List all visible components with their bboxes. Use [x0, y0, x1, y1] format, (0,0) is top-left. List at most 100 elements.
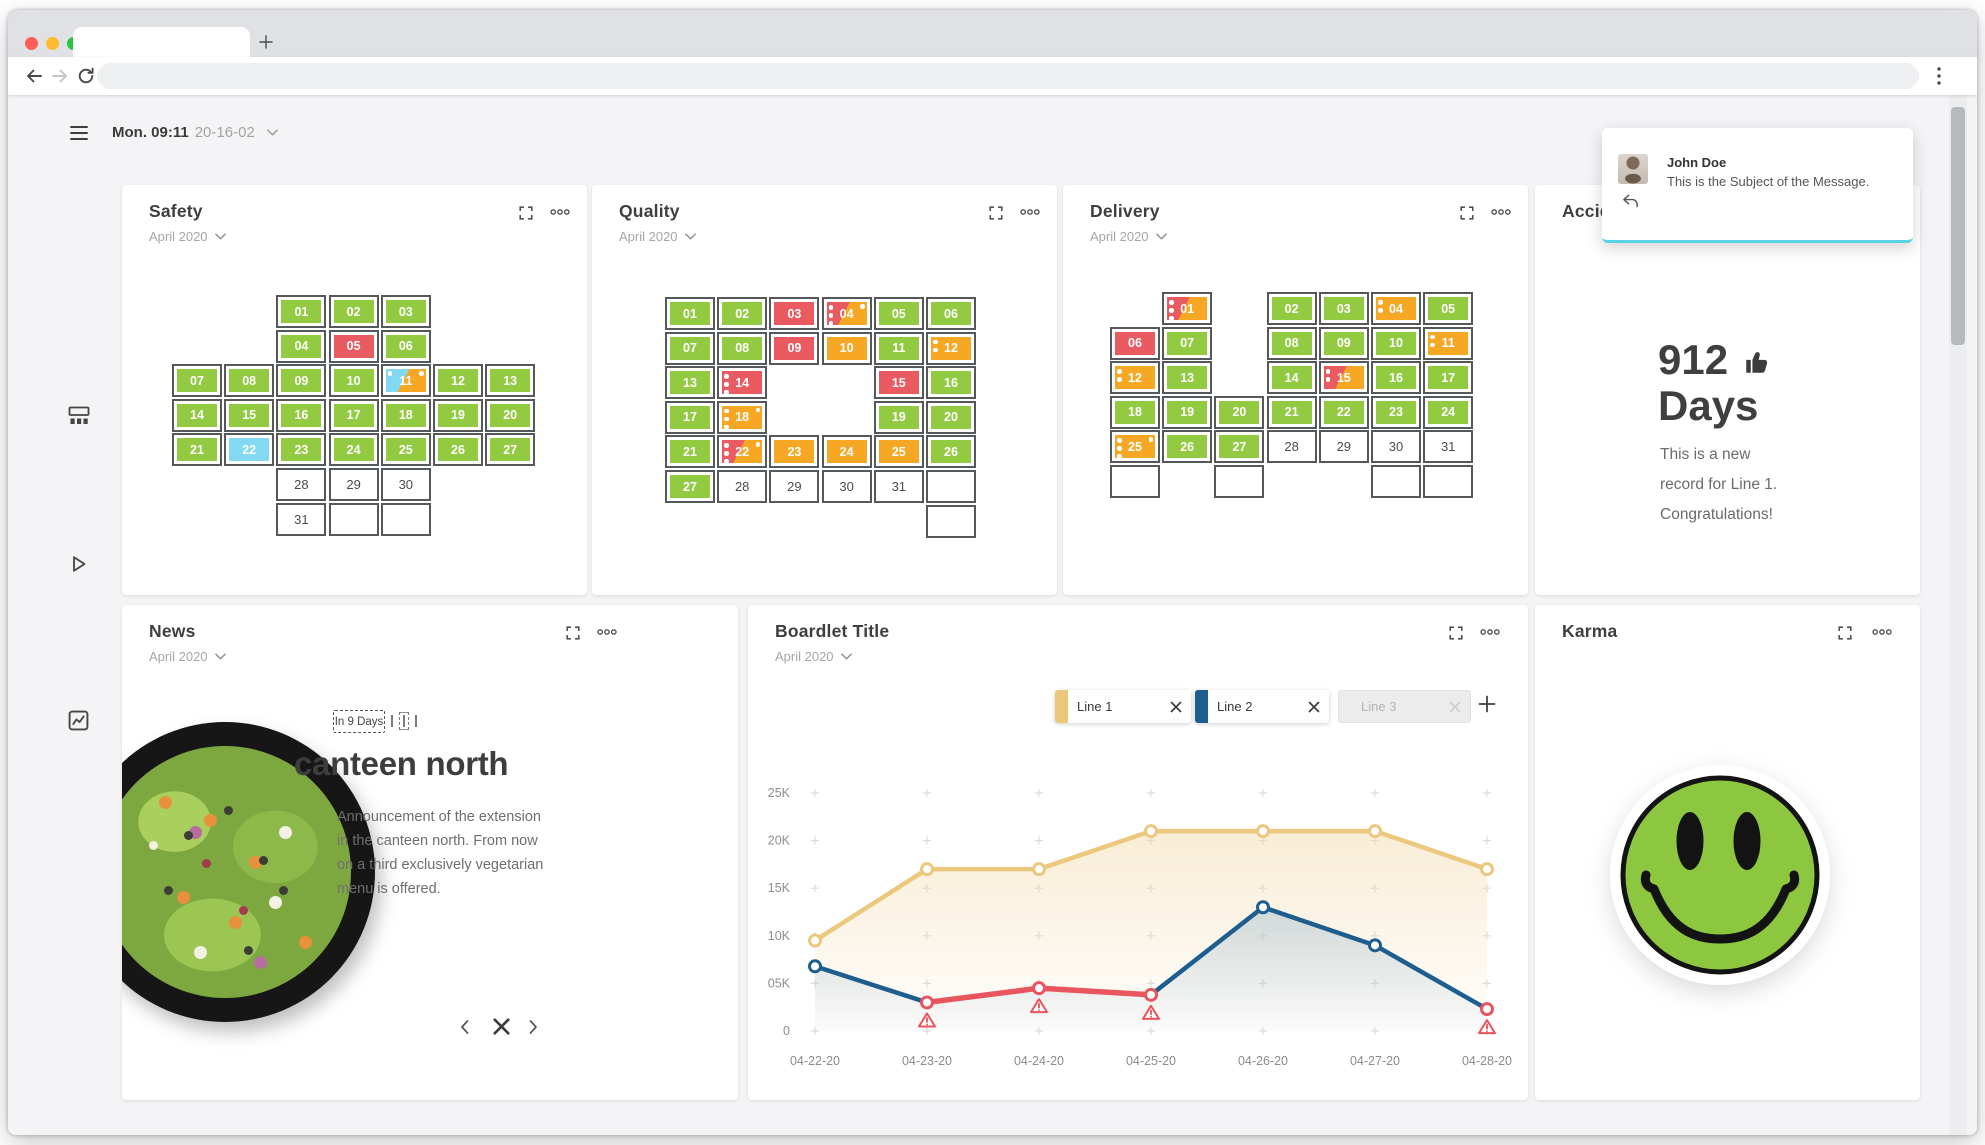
calendar-day-26[interactable]: 26	[1162, 430, 1213, 464]
calendar-day-06[interactable]: 06	[1110, 326, 1160, 360]
calendar-day-03[interactable]: 03	[1318, 292, 1369, 325]
fullscreen-icon[interactable]	[1459, 205, 1476, 222]
period-selector[interactable]: April 2020	[1090, 229, 1167, 244]
calendar-day-24[interactable]: 24	[1423, 395, 1474, 429]
calendar-day-27[interactable]: 27	[665, 470, 715, 503]
calendar-day-20[interactable]: 20	[1214, 395, 1265, 429]
calendar-day-27[interactable]: 27	[1214, 430, 1265, 464]
traffic-light-close[interactable]	[25, 37, 38, 50]
calendar-day-15[interactable]: 15	[1318, 361, 1369, 395]
carousel-page-indicator[interactable]	[391, 711, 417, 731]
calendar-day-28[interactable]: 28	[717, 470, 768, 503]
back-icon[interactable]	[24, 66, 44, 86]
calendar-day-11[interactable]: 11	[873, 331, 924, 365]
calendar-day-08[interactable]: 08	[224, 364, 275, 398]
period-selector[interactable]: April 2020	[149, 229, 226, 244]
calendar-day-22[interactable]: 22	[717, 435, 768, 469]
calendar-day-06[interactable]: 06	[380, 329, 431, 363]
reply-icon[interactable]	[1622, 194, 1639, 208]
calendar-day-31[interactable]: 31	[276, 502, 327, 536]
calendar-day-04[interactable]: 04	[821, 297, 872, 330]
menu-icon[interactable]	[70, 126, 88, 140]
forward-icon[interactable]	[50, 66, 70, 86]
calendar-day-18[interactable]: 18	[717, 400, 768, 434]
calendar-day-20[interactable]: 20	[485, 398, 536, 432]
calendar-day-21[interactable]: 21	[172, 433, 222, 467]
calendar-day-07[interactable]: 07	[1162, 326, 1213, 360]
calendar-day-22[interactable]: 22	[224, 433, 275, 467]
play-icon[interactable]	[71, 555, 95, 577]
calendar-day-16[interactable]: 16	[926, 366, 976, 400]
calendar-day-12[interactable]: 12	[433, 364, 483, 398]
calendar-day-18[interactable]: 18	[1110, 395, 1160, 429]
calendar-day-19[interactable]: 19	[1162, 395, 1213, 429]
calendar-day-26[interactable]: 26	[433, 433, 483, 467]
calendar-day-08[interactable]: 08	[1266, 326, 1317, 360]
calendar-day-09[interactable]: 09	[1318, 326, 1369, 360]
calendar-day-09[interactable]: 09	[276, 364, 327, 398]
calendar-day-04[interactable]: 04	[276, 329, 327, 363]
legend-chip-3[interactable]: Line 3	[1338, 690, 1471, 723]
remove-line-icon[interactable]	[1449, 701, 1461, 713]
add-line-icon[interactable]	[1477, 694, 1497, 714]
calendar-day-21[interactable]: 21	[665, 435, 715, 469]
new-tab-icon[interactable]	[258, 34, 274, 50]
calendar-day-01[interactable]: 01	[665, 297, 715, 330]
calendar-day-26[interactable]: 26	[926, 435, 976, 469]
calendar-day-15[interactable]: 15	[873, 366, 924, 400]
close-icon[interactable]	[492, 1017, 511, 1036]
calendar-day-05[interactable]: 05	[873, 297, 924, 330]
calendar-day-31[interactable]: 31	[1423, 430, 1474, 464]
calendar-day-05[interactable]: 05	[1423, 292, 1474, 325]
period-selector[interactable]: April 2020	[619, 229, 696, 244]
calendar-day-11[interactable]: 11	[380, 364, 431, 398]
calendar-day-17[interactable]: 17	[1423, 361, 1474, 395]
calendar-day-02[interactable]: 02	[328, 295, 379, 328]
calendar-day-19[interactable]: 19	[433, 398, 483, 432]
address-bar[interactable]	[97, 63, 1919, 89]
calendar-day-15[interactable]: 15	[224, 398, 275, 432]
line-chart[interactable]: 25K 20K 15K 10K 05K 0 04-22-20 04-23-20 04-24-20…	[748, 773, 1528, 1083]
calendar-day-23[interactable]: 23	[769, 435, 820, 469]
calendar-day-25[interactable]: 25	[1110, 430, 1160, 464]
calendar-day-19[interactable]: 19	[873, 400, 924, 434]
period-selector[interactable]: April 2020	[149, 649, 226, 664]
calendar-day-04[interactable]: 04	[1371, 292, 1421, 325]
more-options-icon[interactable]	[550, 208, 570, 225]
calendar-day-30[interactable]: 30	[380, 468, 431, 501]
calendar-day-30[interactable]: 30	[1371, 430, 1421, 464]
calendar-day-10[interactable]: 10	[1371, 326, 1421, 360]
scrollbar-track[interactable]	[1949, 95, 1967, 1135]
calendar-day-11[interactable]: 11	[1423, 326, 1474, 360]
calendar-day-01[interactable]: 01	[1162, 292, 1213, 325]
calendar-day-24[interactable]: 24	[328, 433, 379, 467]
next-icon[interactable]	[529, 1019, 543, 1034]
calendar-day-09[interactable]: 09	[769, 331, 820, 365]
calendar-day-20[interactable]: 20	[926, 400, 976, 434]
calendar-day-21[interactable]: 21	[1266, 395, 1317, 429]
more-options-icon[interactable]	[1872, 628, 1892, 645]
calendar-day-13[interactable]: 13	[1162, 361, 1213, 395]
browser-tab[interactable]	[73, 27, 250, 57]
more-options-icon[interactable]	[1491, 208, 1511, 225]
calendar-day-18[interactable]: 18	[380, 398, 431, 432]
more-options-icon[interactable]	[1020, 208, 1040, 225]
calendar-day-06[interactable]: 06	[926, 297, 976, 330]
calendar-day-16[interactable]: 16	[276, 398, 327, 432]
calendar-day-29[interactable]: 29	[328, 468, 379, 501]
calendar-day-13[interactable]: 13	[485, 364, 536, 398]
calendar-day-05[interactable]: 05	[328, 329, 379, 363]
fullscreen-icon[interactable]	[1448, 625, 1465, 642]
calendar-day-29[interactable]: 29	[1318, 430, 1369, 464]
widget-icon[interactable]	[68, 710, 92, 732]
calendar-day-08[interactable]: 08	[717, 331, 768, 365]
calendar-day-23[interactable]: 23	[1371, 395, 1421, 429]
calendar-day-25[interactable]: 25	[873, 435, 924, 469]
calendar-day-28[interactable]: 28	[276, 468, 327, 501]
remove-line-icon[interactable]	[1170, 701, 1182, 713]
calendar-day-17[interactable]: 17	[665, 400, 715, 434]
prev-icon[interactable]	[460, 1019, 474, 1034]
more-options-icon[interactable]	[597, 628, 617, 645]
calendar-day-01[interactable]: 01	[276, 295, 327, 328]
calendar-day-16[interactable]: 16	[1371, 361, 1421, 395]
